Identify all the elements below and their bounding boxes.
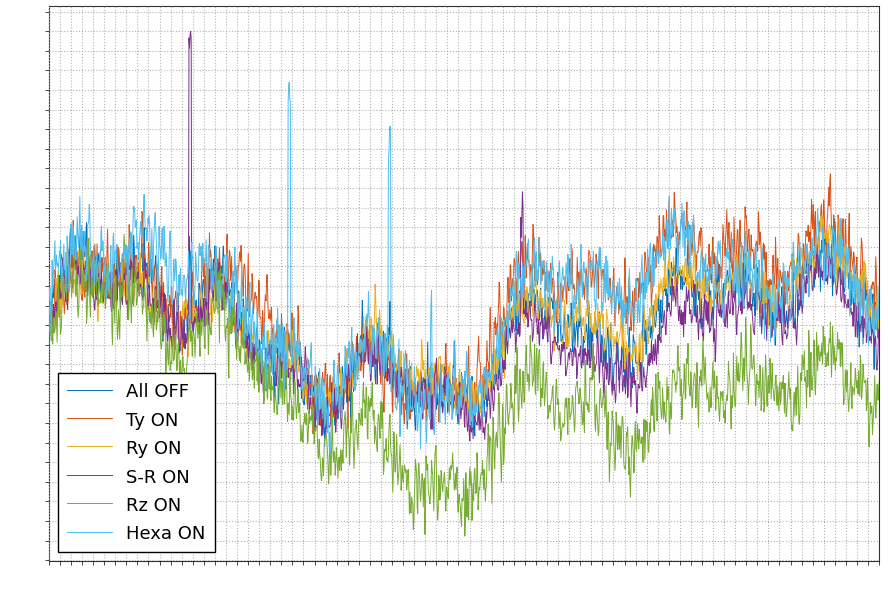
All OFF	[320, 443, 330, 450]
All OFF	[874, 323, 884, 330]
Line: Rz ON: Rz ON	[49, 234, 879, 536]
Rz ON	[414, 460, 424, 467]
Ry ON	[396, 366, 407, 374]
S-R ON	[186, 28, 196, 35]
Ry ON	[517, 292, 527, 299]
All OFF	[517, 286, 527, 293]
S-R ON	[874, 333, 884, 340]
Ty ON	[396, 412, 407, 419]
S-R ON	[429, 398, 440, 405]
Hexa ON	[429, 431, 440, 438]
S-R ON	[517, 188, 527, 195]
Rz ON	[142, 321, 153, 328]
Ty ON	[825, 170, 836, 178]
Rz ON	[429, 507, 440, 514]
Ty ON	[44, 315, 54, 323]
All OFF	[396, 382, 407, 389]
S-R ON	[464, 437, 475, 444]
Hexa ON	[325, 449, 336, 456]
Hexa ON	[107, 233, 118, 240]
Ty ON	[517, 238, 527, 245]
Ty ON	[874, 299, 884, 306]
Rz ON	[396, 476, 407, 483]
All OFF	[414, 385, 424, 392]
Rz ON	[44, 324, 54, 331]
Hexa ON	[397, 393, 408, 400]
Ty ON	[429, 374, 440, 381]
Ry ON	[44, 306, 54, 313]
Ty ON	[308, 430, 319, 437]
Hexa ON	[44, 304, 54, 311]
Hexa ON	[414, 376, 424, 383]
All OFF	[44, 285, 54, 292]
Ry ON	[874, 328, 884, 336]
S-R ON	[44, 320, 54, 327]
Rz ON	[874, 378, 884, 385]
Hexa ON	[284, 78, 295, 86]
Ty ON	[107, 290, 118, 297]
Line: Ty ON: Ty ON	[49, 174, 879, 434]
Line: Ry ON: Ry ON	[49, 216, 879, 421]
S-R ON	[396, 366, 407, 373]
Rz ON	[107, 304, 118, 311]
All OFF	[141, 259, 152, 266]
Ry ON	[414, 380, 424, 387]
S-R ON	[107, 268, 118, 276]
All OFF	[429, 394, 440, 401]
Ry ON	[107, 269, 118, 276]
S-R ON	[141, 273, 152, 280]
Hexa ON	[874, 280, 884, 287]
Ty ON	[141, 266, 152, 273]
Line: All OFF: All OFF	[49, 219, 879, 446]
Ry ON	[141, 302, 152, 309]
Line: S-R ON: S-R ON	[49, 31, 879, 441]
Line: Hexa ON: Hexa ON	[49, 82, 879, 453]
All OFF	[829, 215, 839, 222]
Ty ON	[414, 409, 424, 416]
Legend: All OFF, Ty ON, Ry ON, S-R ON, Rz ON, Hexa ON: All OFF, Ty ON, Ry ON, S-R ON, Rz ON, He…	[58, 373, 215, 552]
Ry ON	[815, 213, 826, 220]
Ry ON	[429, 366, 440, 373]
Ry ON	[330, 418, 341, 425]
Rz ON	[517, 384, 527, 391]
Hexa ON	[517, 259, 527, 266]
Rz ON	[119, 230, 130, 238]
Rz ON	[459, 533, 470, 540]
S-R ON	[414, 380, 424, 387]
All OFF	[107, 302, 118, 309]
Hexa ON	[141, 238, 152, 245]
